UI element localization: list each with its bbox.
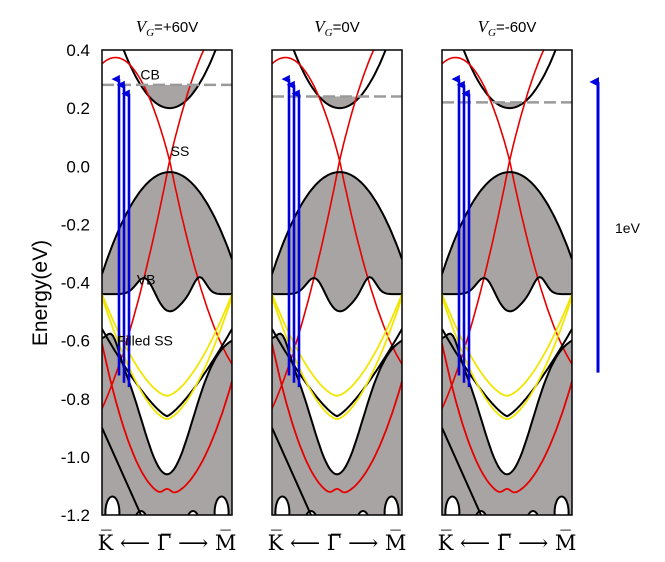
kpath-part: K̅ [438,530,454,555]
valence-continuum [272,172,402,312]
panel-plot-area [272,50,402,515]
y-tick-label: -0.4 [61,274,90,293]
kpath-part: M̅ [555,530,577,555]
panel-2: VG=0V K̅ ⟵ Γ̅ ⟶ M̅ [268,17,407,555]
band-pocket [187,510,199,515]
kpath-part: ⟵ [290,531,320,555]
panel-title-value: =0V [333,19,360,36]
y-tick-label: -0.2 [61,215,90,234]
panel-title-var: V [314,17,327,36]
scale-bar: 1eV [589,77,641,373]
panel-frame [441,49,573,516]
deep-continuum [102,333,232,515]
kpath-part: ⟶ [178,531,208,555]
kpath-part [511,531,518,555]
band-pocket [527,510,539,515]
y-tick-label: 0.4 [66,41,90,60]
band-pocket [357,510,369,515]
panel-plot-area [102,50,232,515]
panel-title-var: V [478,17,491,36]
deep-continuum [442,333,572,515]
y-tick-label: -1.2 [61,506,90,525]
kpath-part: Γ̅ [497,531,512,555]
y-axis: 0.4 0.2 0.0 -0.2 -0.4 -0.6 -0.8 -1.0 -1.2 [61,41,90,525]
conduction-band [292,50,387,110]
band-pocket [274,495,291,515]
kpath-part [150,531,157,555]
surface-state-branch [102,56,232,365]
panel-title: VG=0V [314,17,359,39]
panel-1: VG=+60V K̅ ⟵ Γ̅ ⟶ M̅ CB SS VB Filled SS [98,17,237,555]
kpath-part [341,531,348,555]
kpath-part: ⟶ [348,531,378,555]
surface-state-branch [442,56,572,365]
panel-3: VG=-60V K̅ ⟵ Γ̅ ⟶ M̅ [438,17,577,555]
kpath-part [171,531,178,555]
deep-continuum [272,333,402,515]
surface-state-branch [272,56,402,365]
kpath-part [548,531,555,555]
kpath-part [320,531,327,555]
panel-title-var: V [136,17,149,36]
kpath-part [490,531,497,555]
kpath-label: K̅ ⟵ Γ̅ ⟶ M̅ [438,530,577,555]
panel-frame [271,49,403,516]
scale-bar-label: 1eV [615,220,641,236]
kpath-part: M̅ [215,530,237,555]
crossing-band [442,427,482,515]
lower-surface-state [442,343,572,494]
conduction-band [462,50,557,110]
kpath-part: K̅ [98,530,114,555]
lower-surface-state [272,343,402,494]
y-tick-label: -1.0 [61,448,90,467]
band-pocket [383,495,400,515]
panel-title: VG=-60V [478,17,537,39]
kpath-part [453,531,460,555]
valence-continuum [102,172,232,312]
kpath-label: K̅ ⟵ Γ̅ ⟶ M̅ [98,530,237,555]
kpath-part [208,531,215,555]
panel-frame [101,49,233,516]
y-axis-title: Energy(eV) [29,240,52,346]
y-tick-label: -0.8 [61,390,90,409]
crossing-band [272,427,312,515]
panel-title-sub: G [488,27,496,39]
crossing-band [102,427,142,515]
panel-title-sub: G [325,27,333,39]
band-pocket [104,495,121,515]
annotation-filled_ss: Filled SS [117,333,173,349]
panel-title-value: =+60V [154,19,198,36]
y-tick-label: -0.6 [61,332,90,351]
kpath-part: ⟵ [120,531,150,555]
kpath-part: ⟶ [518,531,548,555]
panel-title-sub: G [146,27,154,39]
panel-title-value: =-60V [496,19,536,36]
y-tick-label: 0.0 [66,157,90,176]
annotation-vb: VB [137,272,156,288]
annotation-cb: CB [140,67,159,83]
band-pocket [553,495,570,515]
band-pocket [213,495,230,515]
kpath-part [113,531,120,555]
y-tick-label: 0.2 [66,99,90,118]
kpath-part: ⟵ [460,531,490,555]
kpath-part [283,531,290,555]
annotation-ss: SS [171,143,190,159]
panel-plot-area [442,50,572,515]
kpath-part: K̅ [268,530,284,555]
panel-title: VG=+60V [136,17,199,39]
kpath-part: Γ̅ [327,531,342,555]
band-pocket [444,495,461,515]
kpath-label: K̅ ⟵ Γ̅ ⟶ M̅ [268,530,407,555]
lower-surface-state [102,343,232,494]
kpath-part: M̅ [385,530,407,555]
kpath-part [378,531,385,555]
valence-continuum [442,172,572,312]
kpath-part: Γ̅ [157,531,172,555]
